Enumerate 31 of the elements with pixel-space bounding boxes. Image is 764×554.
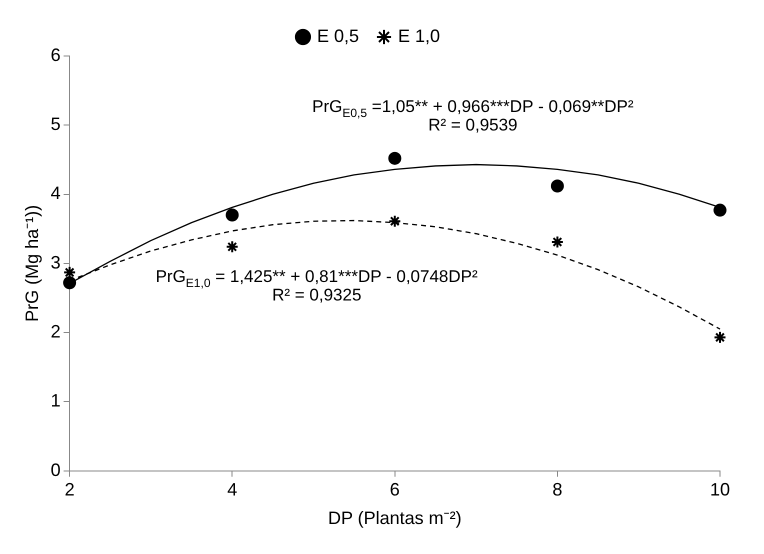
y-tick-label: 4 [50,183,61,204]
x-tick-label: 10 [710,480,730,500]
point [226,208,239,222]
y-tick-label: 0 [50,460,61,480]
legend-label: E 0,5 [316,26,359,46]
point [714,330,726,344]
x-tick-label: 2 [64,480,75,500]
point [63,266,76,279]
y-axis-title: PrG (Mg ha⁻¹)) [22,204,42,322]
y-tick-label: 1 [50,390,61,411]
point [550,235,564,248]
x-tick-label: 8 [552,480,562,500]
annotation: - 0,069**DP² [538,97,634,116]
point [714,204,726,217]
point [388,152,402,165]
x-tick-label: 6 [390,480,400,500]
y-tick-label: 6 [50,44,61,65]
y-tick-label: 2 [50,322,61,342]
annotation: + 0,966***DP [432,97,534,116]
point [63,276,76,290]
x-tick-label: 4 [227,480,238,500]
annotation: + 0,81***DP - 0,0748DP² [290,267,478,286]
annotation: R² = 0,9325 [272,286,362,305]
y-tick-label: 5 [50,114,61,134]
annotation: R² = 0,9539 [428,116,518,135]
point [388,214,402,228]
y-tick-label: 3 [50,252,61,272]
x-axis-title: DP (Plantas m⁻²) [328,508,462,528]
point [226,240,239,254]
point [550,179,564,192]
legend-label: E 1,0 [398,26,440,46]
